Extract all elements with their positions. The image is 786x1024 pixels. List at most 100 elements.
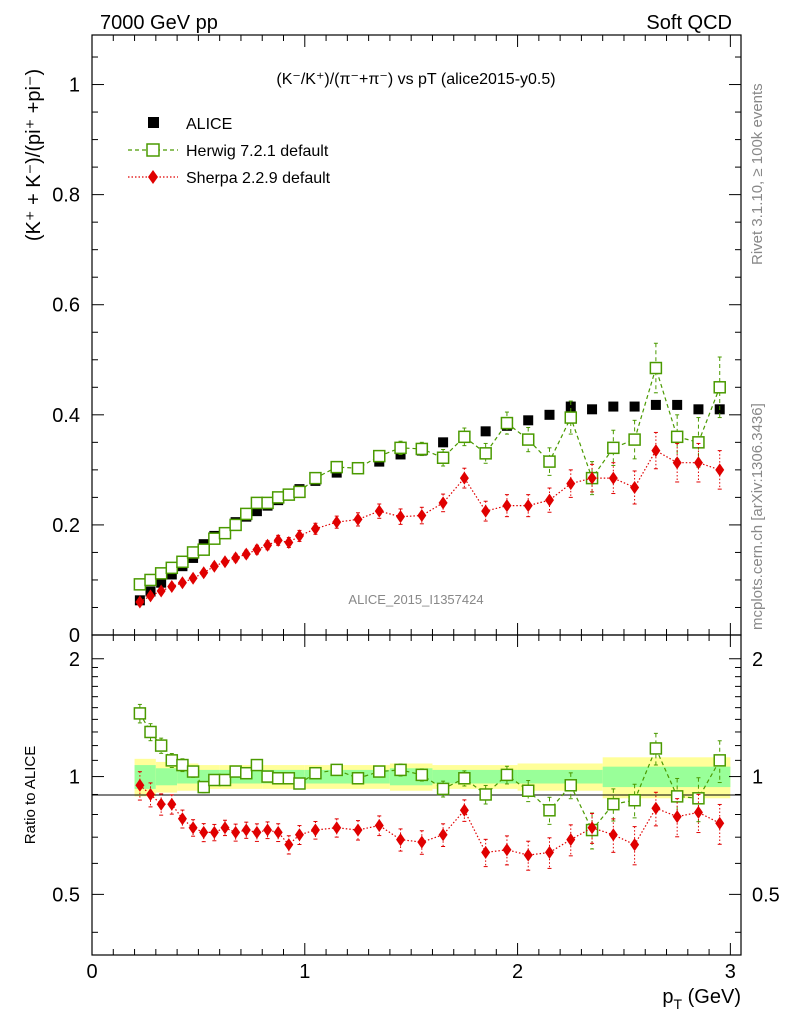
sherpa-ratio-point <box>608 828 618 842</box>
sherpa-ratio-point <box>273 825 283 839</box>
x-tick-label: 0 <box>86 961 97 983</box>
herwig-ratio-point <box>394 763 407 777</box>
x-tick-label: 3 <box>725 961 736 983</box>
herwig-point <box>692 436 705 449</box>
sherpa-ratio-point <box>263 823 273 837</box>
y-tick-label: 0.6 <box>52 295 80 317</box>
ratio-tick-label-right: 0.5 <box>752 884 780 906</box>
herwig-point <box>649 361 663 375</box>
herwig-ratio-point <box>309 766 322 780</box>
sherpa-ratio-point <box>156 797 166 811</box>
herwig-ratio-point <box>713 754 726 767</box>
sherpa-ratio-point <box>417 835 427 849</box>
sherpa-point <box>241 547 251 561</box>
legend: ALICE Herwig 7.2.1 default Sherpa 2.2.9 … <box>128 116 331 187</box>
herwig-point <box>309 471 322 485</box>
sherpa-ratio-point <box>199 825 209 839</box>
sherpa-point <box>263 538 273 552</box>
sherpa-point <box>374 504 384 518</box>
y-tick-label: 0.4 <box>52 405 80 427</box>
legend-herwig-marker <box>146 143 160 157</box>
mcplots-label: mcplots.cern.ch [arXiv:1306.3436] <box>749 403 766 630</box>
herwig-ratio-point <box>649 742 663 755</box>
herwig-ratio-point <box>415 768 429 782</box>
sherpa-point <box>156 584 166 598</box>
alice-point <box>156 577 167 588</box>
herwig-ratio-point <box>208 773 221 787</box>
sherpa-ratio-point <box>332 821 342 835</box>
herwig-ratio-point <box>229 765 242 778</box>
chart-title: (K⁻/K⁺)/(π⁻+π⁻) vs pT (alice2015-y0.5) <box>276 71 555 88</box>
sherpa-point <box>294 529 304 543</box>
ratio-plot-frame <box>91 634 742 956</box>
herwig-point <box>154 567 168 580</box>
herwig-point <box>479 447 492 460</box>
herwig-ratio-point <box>670 790 684 803</box>
ratio-band-green <box>602 766 731 788</box>
sherpa-point <box>566 477 576 491</box>
ratio-band-green <box>432 769 518 784</box>
header-left: 7000 GeV pp <box>100 12 218 34</box>
sherpa-ratio-point <box>241 823 251 837</box>
sherpa-point <box>310 522 320 536</box>
herwig-point <box>176 555 189 569</box>
legend-sherpa-label: Sherpa 2.2.9 default <box>186 170 331 187</box>
herwig-point <box>165 561 179 575</box>
herwig-ratio-point <box>271 772 285 785</box>
herwig-ratio-point <box>607 797 620 811</box>
herwig-point <box>133 578 147 591</box>
sherpa-ratio-point <box>481 845 491 859</box>
sherpa-point <box>438 496 448 510</box>
herwig-point <box>628 433 641 446</box>
sherpa-ratio-point <box>135 778 145 792</box>
legend-alice-label: ALICE <box>186 116 232 133</box>
legend-herwig-label: Herwig 7.2.1 default <box>186 143 329 160</box>
herwig-ratio-point <box>240 766 253 780</box>
ratio-band-green <box>304 769 390 784</box>
ratio-tick-label: 0.5 <box>52 884 80 906</box>
main-panel: ALICE_2015_I1357424 0 0.2 0.4 0.6 0.8 1 (K⁻/K… <box>23 34 742 647</box>
y-tick-label: 0.8 <box>52 185 80 207</box>
ratio-band-green <box>517 769 603 784</box>
herwig-point <box>436 451 450 465</box>
alice-point <box>608 401 619 412</box>
sherpa-ratio-point <box>294 828 304 842</box>
sherpa-point <box>417 509 427 523</box>
sherpa-point <box>209 559 219 573</box>
sherpa-point <box>177 576 187 590</box>
herwig-point <box>197 543 210 556</box>
herwig-point <box>373 449 386 463</box>
sherpa-point <box>135 595 145 609</box>
sherpa-point <box>715 463 725 477</box>
ratio-panel: 0 1 2 3 0.5 0.5 1 1 2 2 Ratio to ALICE <box>22 634 780 983</box>
sherpa-point <box>332 515 342 529</box>
alice-point <box>650 399 661 410</box>
herwig-point <box>351 461 365 475</box>
herwig-point <box>330 460 343 474</box>
ratio-axis-label: Ratio to ALICE <box>22 746 39 844</box>
sherpa-ratio-point <box>252 825 262 839</box>
header-right: Soft QCD <box>646 12 732 34</box>
sherpa-ratio-point <box>396 833 406 847</box>
sherpa-point <box>651 444 661 458</box>
herwig-point <box>218 526 232 540</box>
herwig-ratio-point <box>479 788 492 801</box>
herwig-ratio-point <box>144 725 157 739</box>
sherpa-point <box>199 566 209 580</box>
alice-point <box>251 506 262 517</box>
sherpa-ratio-point <box>209 825 219 839</box>
x-tick-label: 1 <box>299 961 310 983</box>
legend-sherpa-marker <box>148 170 158 184</box>
sherpa-point <box>693 456 703 470</box>
herwig-ratio-point <box>373 765 386 778</box>
sherpa-point <box>167 580 177 594</box>
x-tick-label: 2 <box>512 961 523 983</box>
sherpa-point <box>481 504 491 518</box>
alice-point <box>672 399 683 410</box>
sherpa-ratio-point <box>374 818 384 832</box>
herwig-point <box>282 488 296 501</box>
rivet-label: Rivet 3.1.10, ≥ 100k events <box>749 83 766 265</box>
ratio-tick-label-right: 2 <box>752 649 763 671</box>
sherpa-point <box>608 471 618 485</box>
herwig-ratio-point <box>282 772 296 785</box>
